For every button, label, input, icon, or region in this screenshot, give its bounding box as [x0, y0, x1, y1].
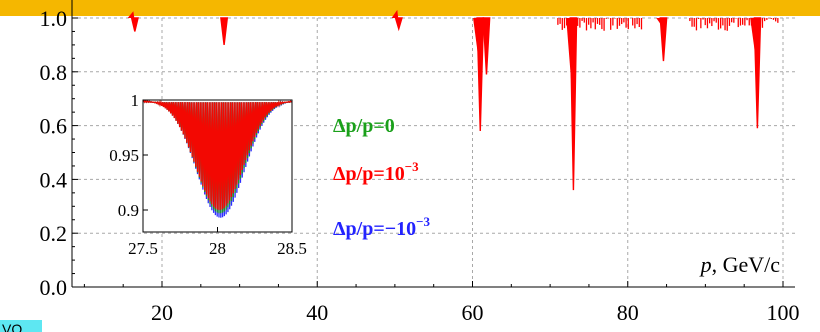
inset-y-tick-label: 0.95	[109, 146, 139, 165]
main-series	[127, 9, 779, 191]
main-tick-labels: 0.0 0.2 0.4 0.6 0.8 1.0 20 40 60 80 100	[40, 6, 800, 325]
series-dip-shoulder	[127, 11, 135, 18]
x-tick-label: 100	[767, 300, 800, 325]
series-dip-shoulder	[473, 18, 480, 62]
series-dip-shoulder	[479, 18, 486, 33]
x-axis-label: p, GeV/c	[699, 252, 781, 277]
bottom-tab-label: VO	[2, 321, 23, 332]
legend-entry: Δp/p=−10−3	[333, 214, 431, 240]
series-dip	[659, 17, 668, 62]
series-dip-shoulder	[566, 18, 573, 91]
x-tick-label: 40	[306, 300, 328, 325]
y-tick-label: 0.0	[40, 275, 68, 300]
inset-x-tick-label: 28.5	[277, 239, 307, 258]
y-tick-label: 0.4	[40, 167, 68, 192]
x-axis-label-unit: , GeV/c	[712, 252, 781, 277]
x-axis-label-symbol: p	[699, 252, 712, 277]
legend-entry-exponent: −3	[416, 214, 430, 229]
top-banner	[0, 0, 820, 16]
inset-plot: 0.9 0.95 1 27.5 28 28.5	[109, 91, 307, 258]
series-dip	[220, 17, 229, 45]
x-tick-label: 60	[462, 300, 484, 325]
x-tick-label: 80	[617, 300, 639, 325]
inset-x-tick-label: 27.5	[128, 239, 158, 258]
inset-series-line	[142, 99, 292, 210]
main-axes	[71, 0, 795, 288]
legend-entry-exponent: −3	[405, 159, 419, 174]
series-dip-shoulder	[750, 18, 757, 60]
series-dip-shoulder	[656, 18, 663, 27]
inset-y-tick-label: 1	[131, 91, 140, 110]
legend-entry: Δp/p=0	[333, 115, 395, 137]
inset-y-tick-label: 0.9	[118, 201, 139, 220]
legend-entry-text: Δp/p=0	[333, 115, 395, 137]
y-tick-label: 1.0	[40, 6, 68, 31]
legend-entry-text: Δp/p=10	[333, 163, 405, 185]
legend: Δp/p=0Δp/p=10−3Δp/p=−10−3	[333, 115, 431, 240]
series-dip	[394, 17, 403, 32]
y-tick-label: 0.8	[40, 60, 68, 85]
x-tick-label: 20	[151, 300, 173, 325]
legend-entry: Δp/p=10−3	[333, 159, 419, 185]
series-dip	[130, 17, 139, 32]
y-tick-label: 0.6	[40, 114, 68, 139]
inset-x-tick-label: 28	[209, 239, 226, 258]
y-tick-label: 0.2	[40, 221, 68, 246]
legend-entry-text: Δp/p=−10	[333, 218, 416, 240]
series-dip-shoulder	[391, 9, 399, 18]
bottom-tab[interactable]: VO	[0, 320, 42, 332]
